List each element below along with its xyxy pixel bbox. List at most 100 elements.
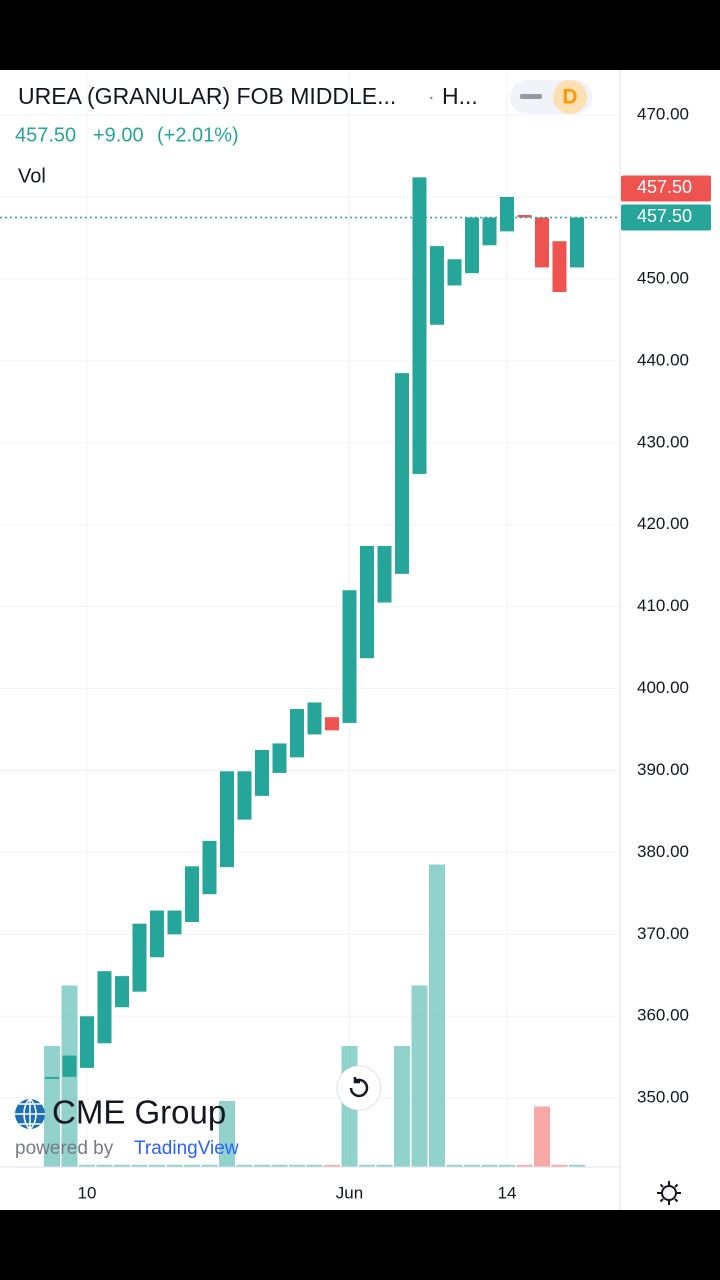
- candle-body: [150, 910, 164, 958]
- interval-badge[interactable]: [553, 80, 587, 114]
- volume-bar: [394, 1046, 410, 1167]
- price-tag: [621, 204, 711, 231]
- price-tag-label: 457.50: [637, 177, 692, 197]
- y-tick-label: 430.00: [637, 432, 689, 451]
- volume-bar: [289, 1164, 305, 1167]
- marks: [0, 177, 620, 1167]
- logo: CME Group: [52, 1094, 226, 1131]
- x-tick-label: Jun: [336, 1183, 363, 1202]
- y-tick-label: 400.00: [637, 678, 689, 697]
- candle-body: [272, 743, 287, 773]
- settings-icon-rays[interactable]: [657, 1181, 681, 1205]
- y-tick-label: 450.00: [637, 268, 689, 287]
- source: H...: [442, 83, 478, 109]
- settings-icon[interactable]: [661, 1185, 677, 1201]
- candle-body: [45, 1076, 59, 1079]
- y-tick-label: 440.00: [637, 350, 689, 369]
- logo-globe-lines: [15, 1098, 45, 1130]
- volume-bar: [271, 1164, 288, 1167]
- volume-bar: [411, 985, 428, 1167]
- candle-body: [290, 709, 304, 758]
- candle-body: [80, 1016, 94, 1068]
- candle-body: [465, 217, 479, 274]
- candle-body: [97, 971, 112, 1044]
- price-tag-label: 457.50: [637, 206, 692, 226]
- volume-bar: [306, 1164, 323, 1167]
- volume-bar: [149, 1164, 165, 1167]
- last-price: 457.50: [15, 124, 76, 146]
- change-percent: (+2.01%): [157, 124, 239, 146]
- candle-body: [395, 373, 409, 574]
- grid: [0, 70, 620, 1167]
- volume-bar: [114, 1164, 130, 1167]
- volume-bar: [131, 1164, 148, 1167]
- powered-by: powered by: [15, 1138, 114, 1159]
- separator: ·: [428, 86, 435, 108]
- volume-bar: [236, 1164, 253, 1167]
- candle-body: [237, 771, 252, 820]
- candle-body: [132, 923, 147, 992]
- candle-body: [535, 217, 549, 268]
- candle-body: [570, 217, 584, 268]
- volume-bar: [551, 1164, 568, 1167]
- volume-bar: [219, 1101, 235, 1167]
- title: UREA (GRANULAR) FOB MIDDLE...: [18, 83, 396, 109]
- y-tick-label: 410.00: [637, 596, 689, 615]
- volume-bar: [166, 1164, 183, 1167]
- interval[interactable]: D: [562, 86, 577, 109]
- volume-bar: [184, 1164, 200, 1167]
- candle-body: [482, 217, 497, 246]
- volume-bar: [254, 1164, 270, 1167]
- reset-button[interactable]: [336, 1065, 382, 1111]
- candle-body: [220, 771, 234, 868]
- volume-bar: [79, 1164, 95, 1167]
- y-tick-label: 380.00: [637, 842, 689, 861]
- y-tick-label: 470.00: [637, 105, 689, 124]
- volume-bar: [446, 1164, 463, 1167]
- candle-body: [447, 259, 462, 286]
- candle-body: [62, 1055, 77, 1077]
- y-tick-label: 390.00: [637, 760, 689, 779]
- reset-icon[interactable]: [349, 1077, 369, 1098]
- platform[interactable]: TradingView: [134, 1138, 239, 1159]
- volume-bar: [534, 1106, 550, 1167]
- volume-bar: [359, 1164, 375, 1167]
- volume-bar: [44, 1046, 60, 1167]
- candle-body: [167, 910, 182, 935]
- volume-bar: [464, 1164, 480, 1167]
- candle-body: [255, 749, 269, 796]
- candle-body: [500, 196, 514, 232]
- candle-body: [360, 545, 374, 659]
- candle-body: [552, 241, 567, 293]
- candle-body: [430, 246, 444, 325]
- volume-bar: [499, 1164, 515, 1167]
- candle-body: [202, 840, 217, 895]
- y-tick-label: 420.00: [637, 514, 689, 533]
- x-tick-label: 14: [498, 1183, 517, 1202]
- volume-bar: [569, 1164, 585, 1167]
- volume-bar: [481, 1164, 498, 1167]
- y-tick-label: 370.00: [637, 924, 689, 943]
- volume-bar: [201, 1164, 218, 1167]
- x-tick-label: 10: [78, 1183, 97, 1202]
- volume-bar: [376, 1164, 393, 1167]
- candle-body: [517, 215, 532, 218]
- candle-body: [412, 177, 427, 474]
- price-tag: [621, 175, 711, 202]
- candle-body: [115, 976, 129, 1008]
- volume-bar: [516, 1164, 533, 1167]
- volume-label: Vol: [18, 165, 46, 187]
- candle-body: [342, 590, 357, 723]
- change: +9.00: [93, 124, 144, 146]
- volume-bar: [429, 864, 445, 1167]
- labels: UREA (GRANULAR) FOB MIDDLE... · H... D 4…: [15, 80, 681, 1205]
- volume-bar: [96, 1164, 113, 1167]
- volume-bar: [324, 1164, 340, 1167]
- candle-body: [377, 545, 392, 603]
- collapse-icon[interactable]: [520, 94, 542, 99]
- candle-body: [325, 717, 339, 731]
- y-tick-label: 360.00: [637, 1006, 689, 1025]
- candle-body: [307, 702, 322, 735]
